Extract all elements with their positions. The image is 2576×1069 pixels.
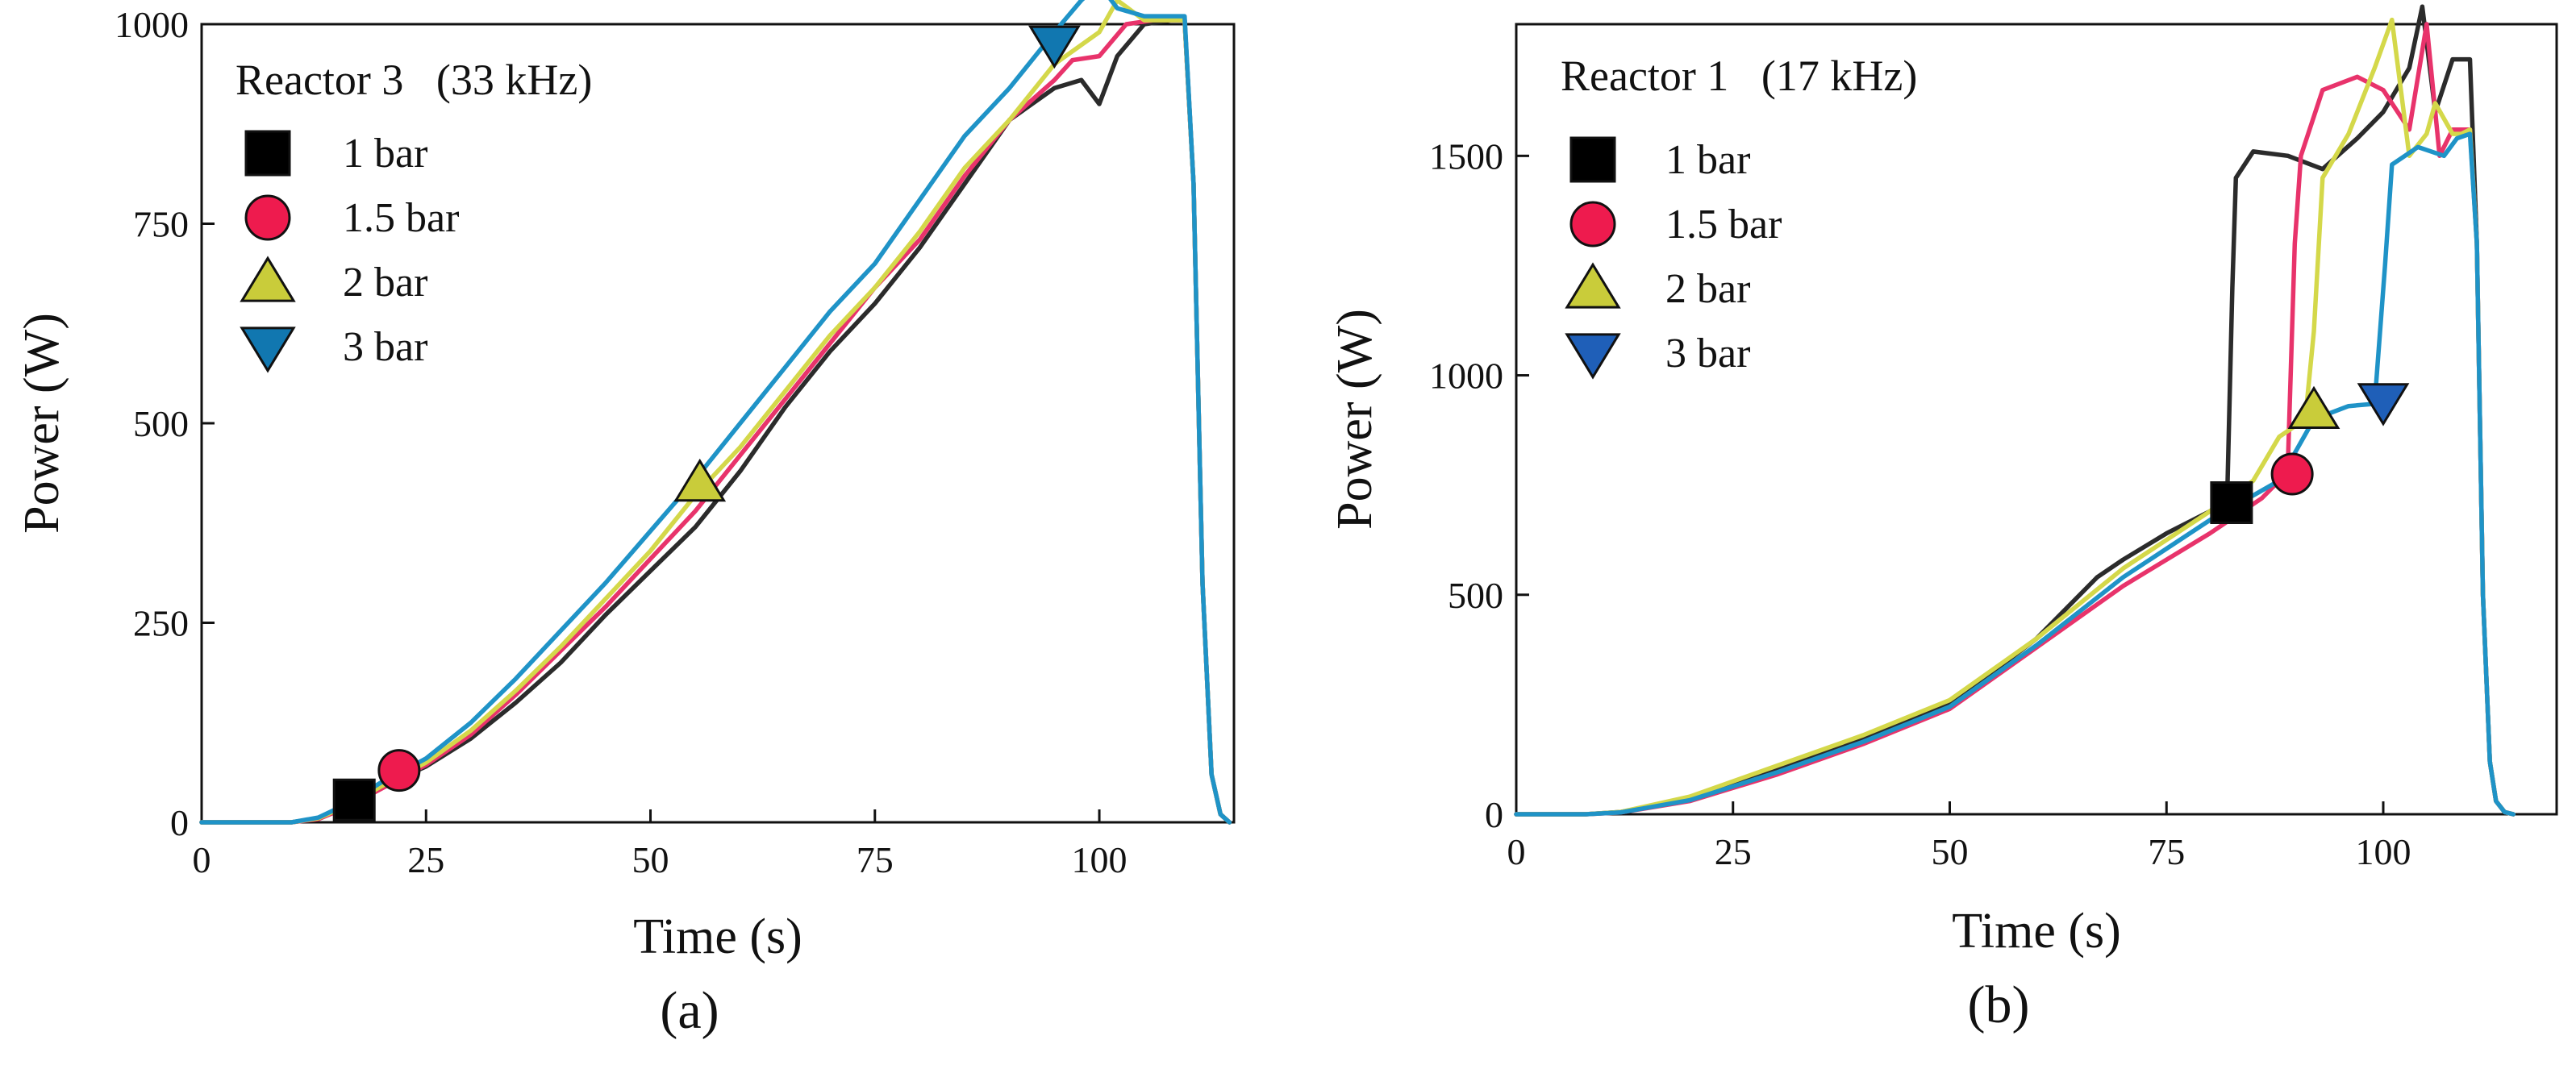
chart-panel-a: 0 25 50 75 100 0 250 500 750 1000 (15, 0, 1236, 1040)
y-ticks-a (202, 23, 215, 824)
legend-marker-b-3bar (1565, 333, 1621, 380)
x-tick-labels-a: 0 25 50 75 100 (193, 839, 1128, 880)
legend-marker-b-1-5bar (1569, 201, 1616, 247)
y-tick-label-a-3: 750 (133, 204, 189, 245)
data-markers-a (332, 25, 1081, 822)
data-marker-b-2bar (2287, 385, 2340, 430)
x-tick-label-a-3: 75 (857, 839, 894, 880)
y-axis-title-a: Power (W) (15, 313, 69, 534)
y-tick-labels-b: 0 500 1000 1500 (1429, 135, 1503, 835)
data-marker-b-1-5bar (2270, 452, 2314, 496)
legend-a: Reactor 3 (33 kHz) 1 bar 1.5 bar 2 bar 3… (236, 56, 592, 373)
x-tick-label-b-2: 50 (1932, 831, 1969, 872)
data-marker-b-1bar (2210, 480, 2253, 524)
series-lines-a (199, 0, 1232, 825)
data-marker-a-1-5bar (377, 749, 421, 792)
x-axis-title-b: Time (s) (1952, 904, 2121, 959)
data-marker-b-3bar (2357, 383, 2410, 426)
y-tick-label-a-0: 0 (170, 802, 189, 843)
legend-label-a-2bar: 2 bar (343, 260, 427, 306)
y-tick-label-a-2: 500 (133, 403, 189, 444)
x-tick-label-a-4: 100 (1072, 839, 1128, 880)
legend-marker-a-1-5bar (244, 194, 291, 241)
panel-label-b: (b) (1968, 975, 2030, 1034)
legend-marker-a-1bar (244, 130, 291, 177)
legend-label-b-3bar: 3 bar (1665, 331, 1750, 376)
legend-marker-a-2bar (240, 256, 296, 302)
series-line-a-3bar (199, 0, 1232, 825)
y-tick-label-b-1: 500 (1448, 575, 1503, 616)
y-tick-label-a-4: 1000 (115, 4, 189, 45)
legend-label-b-1bar: 1 bar (1665, 137, 1750, 183)
chart-panel-b: 0 25 50 75 100 0 500 1000 1500 (1328, 4, 2558, 1034)
series-lines-b (1514, 4, 2516, 817)
legend-title-b: Reactor 1 (17 kHz) (1561, 52, 1917, 100)
legend-label-b-1-5bar: 1.5 bar (1665, 202, 1782, 247)
legend-marker-a-3bar (240, 327, 296, 373)
legend-marker-b-1bar (1569, 136, 1616, 183)
x-ticks-a (200, 809, 1101, 822)
data-marker-a-3bar (1028, 25, 1081, 69)
y-axis-title-b: Power (W) (1328, 309, 1382, 530)
series-line-b-3bar (1514, 131, 2516, 817)
x-tick-label-b-0: 0 (1507, 831, 1526, 872)
x-tick-label-a-2: 50 (632, 839, 669, 880)
x-tick-label-b-4: 100 (2356, 831, 2411, 872)
legend-b: Reactor 1 (17 kHz) 1 bar 1.5 bar 2 bar 3… (1561, 52, 1917, 380)
y-tick-label-b-2: 1000 (1429, 356, 1503, 397)
panel-label-a: (a) (660, 981, 719, 1040)
y-tick-label-b-0: 0 (1485, 794, 1503, 835)
legend-label-a-1bar: 1 bar (343, 131, 427, 177)
x-tick-label-a-1: 25 (407, 839, 444, 880)
x-axis-title-a: Time (s) (633, 909, 802, 964)
y-tick-label-b-3: 1500 (1429, 135, 1503, 177)
series-line-a-2bar (199, 0, 1232, 825)
legend-label-a-1-5bar: 1.5 bar (343, 195, 459, 241)
y-tick-label-a-1: 250 (133, 603, 189, 644)
data-marker-a-2bar (673, 458, 727, 502)
legend-label-b-2bar: 2 bar (1665, 266, 1750, 312)
legend-marker-b-2bar (1565, 262, 1621, 309)
series-line-b-1bar (1514, 4, 2516, 817)
x-tick-label-b-1: 25 (1715, 831, 1752, 872)
data-marker-a-1bar (332, 778, 376, 822)
x-tick-label-b-3: 75 (2148, 831, 2185, 872)
y-ticks-b (1516, 154, 1529, 816)
data-markers-b (2210, 383, 2410, 524)
legend-title-a: Reactor 3 (33 kHz) (236, 56, 592, 104)
y-tick-labels-a: 0 250 500 750 1000 (115, 4, 189, 843)
x-tick-labels-b: 0 25 50 75 100 (1507, 831, 2411, 872)
x-tick-label-a-0: 0 (193, 839, 211, 880)
legend-label-a-3bar: 3 bar (343, 324, 427, 370)
plot-frame-b (1515, 23, 2558, 816)
